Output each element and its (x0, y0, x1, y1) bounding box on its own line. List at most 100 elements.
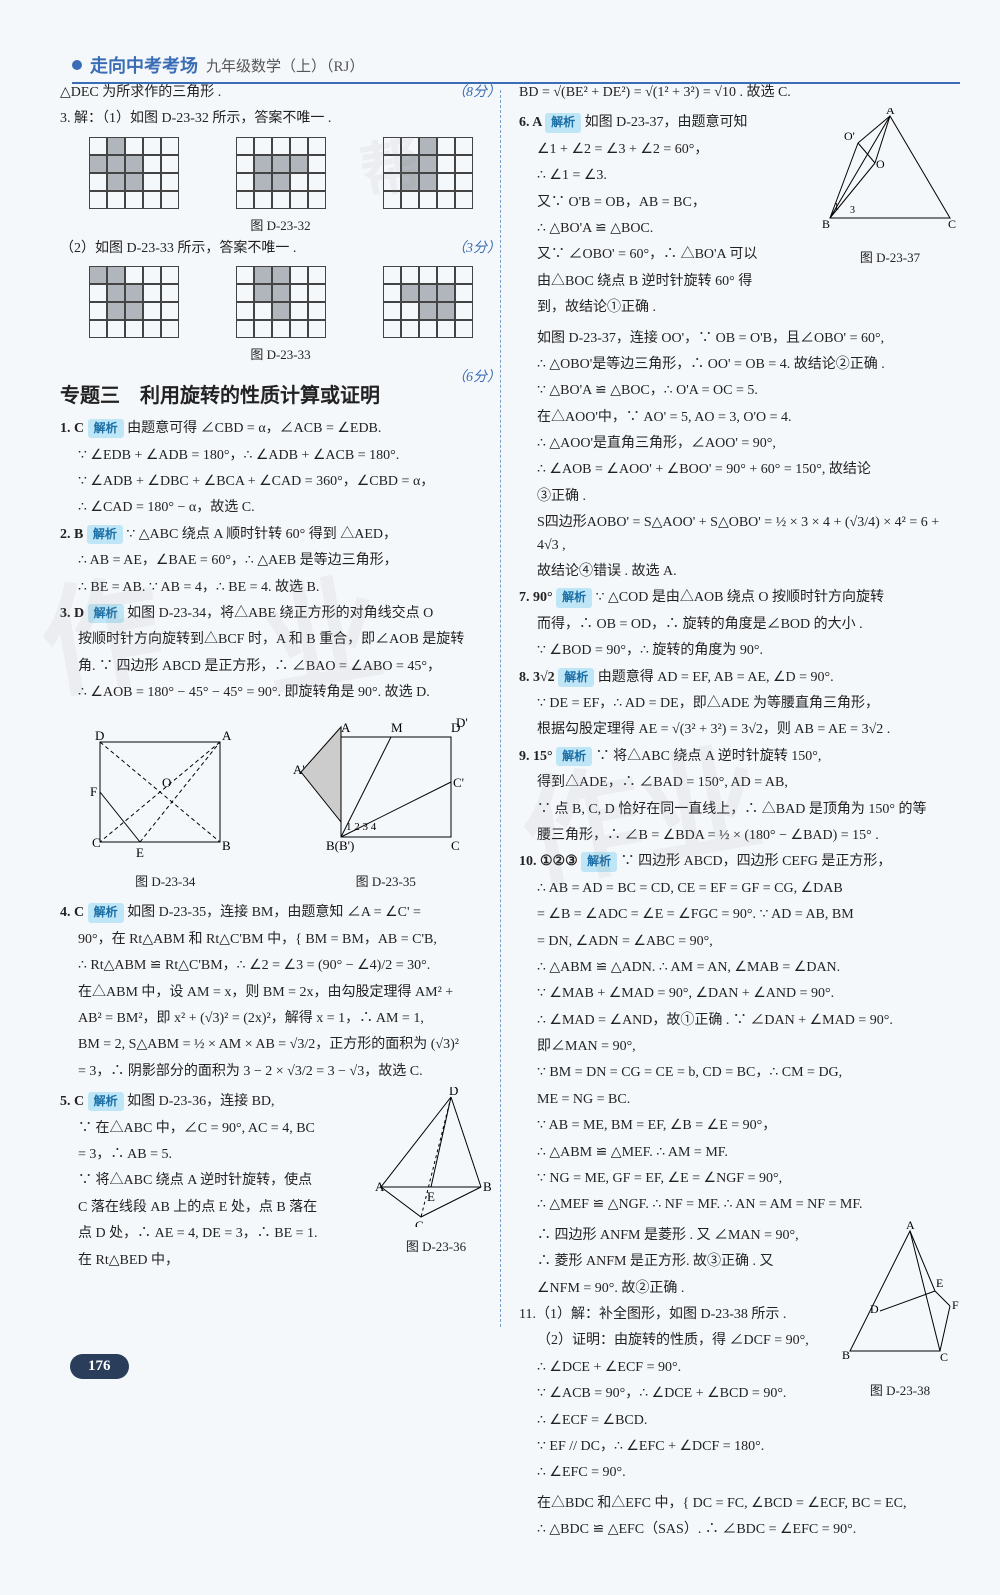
svg-text:C: C (451, 838, 460, 853)
text-line: 1. C 解析 由题意可得 ∠CBD = α，∠ACB = ∠EDB. (60, 418, 501, 440)
svg-text:D': D' (456, 715, 468, 730)
text-line: 5. C 解析 如图 D-23-36，连接 BD, (60, 1091, 363, 1113)
figure-caption: 图 D-23-36 (371, 1236, 501, 1255)
analysis-tag: 解析 (556, 588, 592, 607)
svg-text:A: A (886, 108, 895, 117)
text-line: ∴ 四边形 ANFM 是菱形 . 又 ∠MAN = 90°, (537, 1225, 834, 1247)
svg-text:D: D (449, 1087, 458, 1098)
text-line: ∴ △AOO'是直角三角形，∠AOO' = 90°, (537, 433, 960, 455)
svg-text:A: A (341, 720, 351, 735)
text-line: C 落在线段 AB 上的点 E 处，点 B 落在 (78, 1197, 363, 1219)
text-line: ③正确 . (537, 486, 960, 508)
text-line: S四边形AOBO' = S△AOO' + S△OBO' = ½ × 3 × 4 … (537, 512, 960, 557)
left-column: △DEC 为所求作的三角形 .（8分） 3. 解：（1）如图 D-23-32 所… (60, 40, 501, 1545)
text-line: 又∵ O'B = OB，AB = BC， (537, 192, 814, 214)
svg-text:F: F (90, 784, 97, 799)
text-line: 按顺时针方向旋转到△BCF 时，A 和 B 重合，即∠AOB 是旋转 (78, 629, 501, 651)
section-title: 专题三 利用旋转的性质计算或证明 (60, 379, 501, 408)
text-line: ∴ △BDC ≌ △EFC（SAS）. ∴ ∠BDC = ∠EFC = 90°. (537, 1519, 960, 1541)
text-line: 在△ABM 中，设 AM = x，则 BM = 2x，由勾股定理得 AM² + (78, 982, 501, 1004)
text-line: ∴ ∠MAD = ∠AND，故①正确 . ∵ ∠DAN + ∠MAD = 90°… (537, 1010, 960, 1032)
analysis-tag: 解析 (556, 747, 592, 766)
svg-text:B(B'): B(B') (326, 838, 354, 853)
svg-text:1: 1 (834, 202, 839, 213)
right-column: BD = √(BE² + DE²) = √(1² + 3²) = √10 . 故… (519, 40, 960, 1545)
svg-text:C: C (948, 217, 956, 231)
figure-row: D A C B F E O 图 D-23-34 A' (60, 712, 501, 894)
grid-figures-33 (60, 266, 501, 338)
figure-caption: 图 D-23-38 (840, 1380, 960, 1399)
text-line: 角. ∵ 四边形 ABCD 是正方形，∴ ∠BAO = ∠ABO = 45°， (78, 656, 501, 678)
svg-text:C: C (92, 835, 101, 850)
svg-text:E: E (427, 1189, 435, 1204)
svg-text:C': C' (453, 775, 464, 790)
text-line: 故结论④错误 . 故选 A. (537, 561, 960, 583)
text-line: ∵ 点 B, C, D 恰好在同一直线上，∴ △BAD 是顶角为 150° 的等 (537, 799, 960, 821)
page-header: 走向中考考场 九年级数学（上）（RJ） (72, 52, 960, 84)
svg-text:A: A (375, 1179, 385, 1194)
text-line: 7. 90° 解析 ∵ △COD 是由△AOB 绕点 O 按顺时针方向旋转 (519, 587, 960, 609)
text-line: ∴ ∠1 = ∠3. (537, 165, 814, 187)
text-line: ∴ Rt△ABM ≌ Rt△C'BM，∴ ∠2 = ∠3 = (90° − ∠4… (78, 955, 501, 977)
svg-text:E: E (136, 845, 144, 860)
text-line: ∵ ∠ADB + ∠DBC + ∠BCA + ∠CAD = 360°，∠CBD … (78, 471, 501, 493)
text-line: ∴ ∠ECF = ∠BCD. (537, 1410, 834, 1432)
analysis-tag: 解析 (545, 113, 581, 132)
text-line: 在△BDC 和△EFC 中，{ DC = FC, ∠BCD = ∠ECF, BC… (537, 1493, 960, 1515)
svg-text:A: A (906, 1221, 915, 1232)
text-line: ∴ ∠AOB = 180° − 45° − 45° = 90°. 即旋转角是 9… (78, 682, 501, 704)
text-line: 2. B 解析 ∵ △ABC 绕点 A 顺时针转 60° 得到 △AED， (60, 524, 501, 546)
text-line: 根据勾股定理得 AE = √(3² + 3²) = 3√2，则 AB = AE … (537, 719, 960, 741)
text-line: ∴ 菱形 ANFM 是正方形. 故③正确 . 又 (537, 1251, 834, 1273)
text-line: 在 Rt△BED 中， (78, 1250, 363, 1272)
svg-text:E: E (936, 1276, 943, 1290)
text-line: ∴ ∠AOB = ∠AOO' + ∠BOO' = 90° + 60° = 150… (537, 459, 960, 481)
text-line: ∵ AB = ME, BM = EF, ∠B = ∠E = 90°， (537, 1115, 960, 1137)
text-line: 在△AOO'中，∵ AO' = 5, AO = 3, O'O = 4. (537, 407, 960, 429)
svg-text:O: O (162, 775, 171, 790)
text-line: AB² = BM²，即 x² + (√3)² = (2x)²，解得 x = 1，… (78, 1008, 501, 1030)
svg-text:C: C (415, 1218, 424, 1227)
figure-caption: 图 D-23-34 (80, 871, 250, 890)
svg-text:B: B (822, 217, 830, 231)
text-line: ∵ ∠ACB = 90°，∴ ∠DCE + ∠BCD = 90°. (537, 1383, 834, 1405)
text-line: ∴ △ABM ≌ △MEF. ∴ AM = MF. (537, 1142, 960, 1164)
text-line: = 3，∴ AB = 5. (78, 1144, 363, 1166)
column-divider (500, 90, 501, 1327)
text-line: BD = √(BE² + DE²) = √(1² + 3²) = √10 . 故… (519, 82, 960, 104)
text-line: 又∵ ∠OBO' = 60°，∴ △BO'A 可以 (537, 244, 814, 266)
svg-text:D: D (870, 1302, 879, 1316)
text-line: 9. 15° 解析 ∵ 将△ABC 绕点 A 逆时针旋转 150°, (519, 746, 960, 768)
text-line: 得到△ADE，∴ ∠BAD = 150°, AD = AB, (537, 772, 960, 794)
text-line: ∵ DE = EF，∴ AD = DE，即△ADE 为等腰直角三角形， (537, 693, 960, 715)
text-line: ∠NFM = 90°. 故②正确 . (537, 1278, 834, 1300)
text-line: ∵ ∠BOD = 90°，∴ 旋转的角度为 90°. (537, 640, 960, 662)
text-line: 6. A 解析 如图 D-23-37，由题意可知 (519, 112, 814, 134)
text-line: ∵ 将△ABC 绕点 A 逆时针旋转，使点 (78, 1170, 363, 1192)
text-line: 到，故结论①正确 . (537, 297, 814, 319)
text-line: = ∠B = ∠ADC = ∠E = ∠FGC = 90°. ∵ AD = AB… (537, 904, 960, 926)
svg-text:B: B (483, 1179, 492, 1194)
svg-text:1 2 3 4: 1 2 3 4 (346, 821, 377, 833)
text-line: 由△BOC 绕点 B 逆时针旋转 60° 得 (537, 271, 814, 293)
analysis-tag: 解析 (88, 419, 124, 438)
text-line: = DN, ∠ADN = ∠ABC = 90°, (537, 931, 960, 953)
svg-text:O': O' (844, 129, 855, 143)
text-line: ∵ NG = ME, GF = EF, ∠E = ∠NGF = 90°, (537, 1168, 960, 1190)
analysis-tag: 解析 (581, 852, 617, 871)
geometry-svg: A B C D E (371, 1087, 501, 1227)
svg-text:C: C (940, 1350, 948, 1364)
text-line: ∴ ∠EFC = 90°. (537, 1462, 834, 1484)
page-number: 176 (70, 1354, 129, 1379)
text-line: ∵ △BO'A ≌ △BOC，∴ O'A = OC = 5. (537, 380, 960, 402)
analysis-tag: 解析 (88, 1092, 124, 1111)
text-line: 即∠MAN = 90°, (537, 1036, 960, 1058)
text-line: BM = 2, S△ABM = ½ × AM × AB = √3/2，正方形的面… (78, 1034, 501, 1056)
svg-text:D: D (95, 728, 104, 743)
text-line: ∵ ∠MAB + ∠MAD = 90°, ∠DAN + ∠AND = 90°. (537, 983, 960, 1005)
text-line: 3. D 解析 如图 D-23-34，将△ABE 绕正方形的对角线交点 O (60, 603, 501, 625)
geometry-svg: A B C D E F (840, 1221, 960, 1371)
figure-38: A B C D E F 图 D-23-38 (840, 1221, 960, 1489)
text-line: ∴ △MEF ≌ △NGF. ∴ NF = MF. ∴ AN = AM = NF… (537, 1194, 960, 1216)
figure-caption: 图 D-23-35 (291, 871, 481, 890)
